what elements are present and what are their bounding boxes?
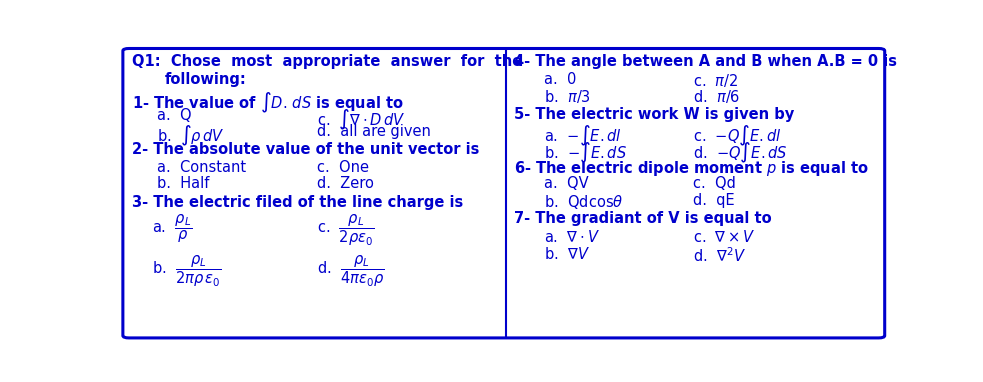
Text: b.  $-\int E.dS$: b. $-\int E.dS$ bbox=[545, 141, 627, 165]
Text: c.  $\pi/2$: c. $\pi/2$ bbox=[693, 72, 738, 89]
Text: a.  QV: a. QV bbox=[545, 176, 589, 191]
Text: 3- The electric filed of the line charge is: 3- The electric filed of the line charge… bbox=[132, 195, 463, 210]
Text: a.  $\nabla \cdot V$: a. $\nabla \cdot V$ bbox=[545, 229, 600, 245]
Text: d.  $\pi/6$: d. $\pi/6$ bbox=[693, 88, 740, 105]
Text: c.  One: c. One bbox=[318, 160, 370, 175]
Text: b.  $\pi/3$: b. $\pi/3$ bbox=[545, 88, 591, 105]
Text: c.  $-Q\int E.dl$: c. $-Q\int E.dl$ bbox=[693, 125, 781, 149]
Text: 4- The angle between A and B when A.B = 0 is: 4- The angle between A and B when A.B = … bbox=[514, 54, 896, 69]
Text: d.  $\nabla^2 V$: d. $\nabla^2 V$ bbox=[693, 246, 746, 265]
Text: a.  $-\int E.dl$: a. $-\int E.dl$ bbox=[545, 125, 622, 149]
Text: a.  Constant: a. Constant bbox=[157, 160, 247, 175]
Text: following:: following: bbox=[165, 72, 247, 87]
Text: d.  qE: d. qE bbox=[693, 193, 734, 207]
Text: b.  Qdcos$\theta$: b. Qdcos$\theta$ bbox=[545, 193, 623, 210]
Text: 6- The electric dipole moment $p$ is equal to: 6- The electric dipole moment $p$ is equ… bbox=[514, 159, 868, 178]
Text: c.  Qd: c. Qd bbox=[693, 176, 735, 191]
Text: d.  $\dfrac{\rho_L}{4\pi\varepsilon_0\rho}$: d. $\dfrac{\rho_L}{4\pi\varepsilon_0\rho… bbox=[318, 253, 384, 289]
Text: d.  Zero: d. Zero bbox=[318, 176, 374, 191]
Text: c.  $\int \nabla \cdot D\,dV$: c. $\int \nabla \cdot D\,dV$ bbox=[318, 108, 406, 132]
Text: d.  $-Q\int E.dS$: d. $-Q\int E.dS$ bbox=[693, 141, 787, 165]
Text: a.  Q: a. Q bbox=[157, 108, 192, 123]
Text: b.  $\nabla V$: b. $\nabla V$ bbox=[545, 246, 590, 262]
Text: a.  0: a. 0 bbox=[545, 72, 577, 87]
Text: b.  $\int \rho\,dV$: b. $\int \rho\,dV$ bbox=[157, 124, 225, 148]
Text: b.  $\dfrac{\rho_L}{2\pi\rho\,\varepsilon_0}$: b. $\dfrac{\rho_L}{2\pi\rho\,\varepsilon… bbox=[151, 253, 222, 289]
FancyBboxPatch shape bbox=[123, 49, 885, 338]
Text: c.  $\nabla \times V$: c. $\nabla \times V$ bbox=[693, 229, 755, 245]
Text: 1- The value of $\int D.\,dS$ is equal to: 1- The value of $\int D.\,dS$ is equal t… bbox=[132, 91, 404, 115]
Text: b.  Half: b. Half bbox=[157, 176, 209, 191]
Text: 2- The absolute value of the unit vector is: 2- The absolute value of the unit vector… bbox=[132, 142, 480, 157]
Text: c.  $\dfrac{\rho_L}{2\rho\varepsilon_0}$: c. $\dfrac{\rho_L}{2\rho\varepsilon_0}$ bbox=[318, 212, 375, 248]
Text: 7- The gradiant of V is equal to: 7- The gradiant of V is equal to bbox=[514, 212, 772, 227]
Text: 5- The electric work W is given by: 5- The electric work W is given by bbox=[514, 107, 794, 122]
Text: d.  all are given: d. all are given bbox=[318, 124, 431, 139]
Text: Q1:  Chose  most  appropriate  answer  for  the: Q1: Chose most appropriate answer for th… bbox=[132, 54, 522, 69]
Text: a.  $\dfrac{\rho_L}{\rho}$: a. $\dfrac{\rho_L}{\rho}$ bbox=[151, 212, 192, 244]
